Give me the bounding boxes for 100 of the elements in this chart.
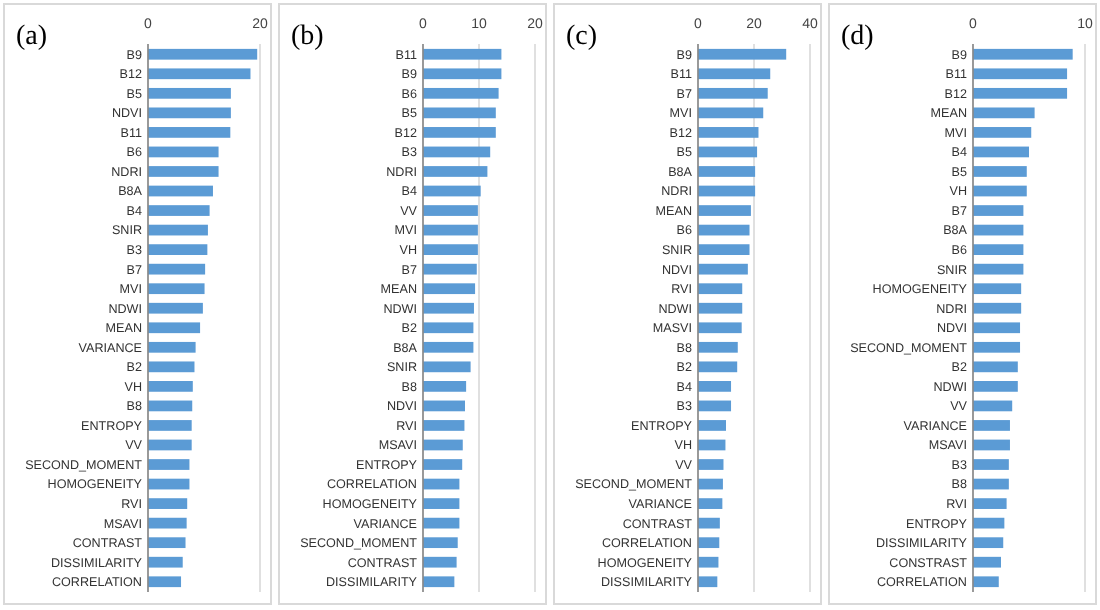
bar [973,224,1024,236]
bar [423,302,474,314]
bar [973,341,1021,353]
bar [973,537,1004,549]
bar [423,185,481,197]
bar [423,420,465,431]
chart-title: (b) [291,22,325,52]
bar [423,107,496,119]
bar [698,263,748,275]
bar [148,87,231,99]
bar [973,68,1068,80]
bar [973,87,1068,99]
bar [973,127,1032,138]
bar [148,400,193,412]
bar [973,439,1010,451]
bar [148,283,205,295]
bar [148,127,231,138]
bar [973,556,1001,568]
bar [698,556,719,568]
bar [423,439,463,451]
bar [423,361,471,373]
bar [698,68,771,80]
bar [698,400,732,412]
bar [423,87,499,99]
bar [973,498,1007,509]
bar [698,498,723,509]
bar [698,302,743,314]
bar [423,517,460,529]
bar [423,68,502,80]
bar [698,361,738,373]
bar [973,48,1073,60]
bar [148,517,187,529]
bar [148,341,196,353]
bar [148,420,192,431]
bar [423,283,476,295]
bar [973,205,1024,216]
bar [423,459,463,470]
bar [973,400,1013,412]
bar [423,381,467,392]
bar [423,556,457,568]
bar [973,478,1009,490]
bar [698,537,720,549]
bar [423,322,474,334]
bar [148,224,208,236]
bar [698,478,723,490]
bar [423,498,460,509]
bar [423,146,491,158]
bar [423,400,465,412]
bar [698,420,726,431]
bar [698,107,764,119]
bar [698,283,743,295]
bar [973,302,1022,314]
bar [148,361,195,373]
bar [698,381,732,392]
bar [423,205,478,216]
bar [423,48,502,60]
bar [148,185,213,197]
bar [148,244,208,255]
bar [973,166,1027,177]
bar [148,263,206,275]
bar [973,283,1022,295]
chart-title: (c) [566,22,598,52]
bar [973,322,1021,334]
bar [148,537,186,549]
bar [148,576,182,588]
bar [973,146,1029,158]
bar [698,146,758,158]
bar [698,48,787,60]
bar [148,498,188,509]
bar [423,224,478,236]
bar [973,459,1009,470]
bar [423,576,455,588]
bar [698,459,724,470]
bar [698,576,718,588]
bar [423,537,458,549]
bar [973,185,1027,197]
bar [148,556,183,568]
bar [148,302,203,314]
bar [148,322,201,334]
bar [148,107,231,119]
bar [423,341,474,353]
bar [148,48,258,60]
bar [698,127,759,138]
bar [698,341,738,353]
bar [148,205,210,216]
bar [698,224,750,236]
bar [148,439,192,451]
bar [148,166,219,177]
bar [423,478,460,490]
bar [973,576,999,588]
bar [148,459,190,470]
bar [698,205,751,216]
bar [423,263,477,275]
bar [698,517,720,529]
bar [698,244,750,255]
bar [698,87,768,99]
bar [423,127,496,138]
bar [973,517,1005,529]
chart-title: (d) [841,22,875,52]
bar [423,244,478,255]
